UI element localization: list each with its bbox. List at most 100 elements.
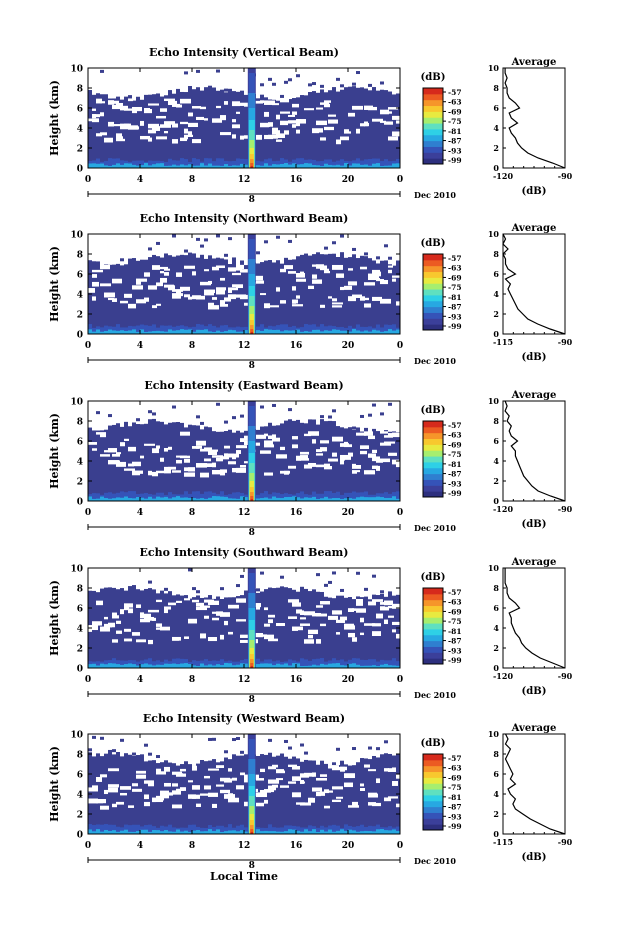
missing-data-cell xyxy=(364,303,371,308)
echo-cell xyxy=(328,663,332,668)
echo-cell xyxy=(176,330,180,334)
echo-cell xyxy=(220,825,224,834)
missing-data-cell xyxy=(308,634,313,639)
panel-5: Echo Intensity (Westward Beam)0246810Hei… xyxy=(48,712,573,883)
echo-cell xyxy=(196,329,200,334)
missing-data-cell xyxy=(176,104,182,108)
echo-cell xyxy=(250,329,254,334)
echo-cell xyxy=(260,571,264,575)
echo-cell xyxy=(120,738,124,742)
colorbar-segment xyxy=(423,450,443,457)
echo-cell xyxy=(264,329,268,334)
missing-data-cell xyxy=(136,774,146,779)
echo-cell xyxy=(352,426,356,430)
missing-data-cell xyxy=(164,272,169,276)
echo-cell xyxy=(196,498,200,501)
missing-data-cell xyxy=(220,234,224,259)
average-y-tick-label: 4 xyxy=(493,123,499,133)
x-tick-label: 4 xyxy=(137,508,143,518)
echo-cell xyxy=(368,831,372,834)
colorbar-segment xyxy=(423,605,443,612)
missing-data-cell xyxy=(240,68,244,91)
missing-data-cell xyxy=(280,446,285,451)
missing-data-cell xyxy=(116,460,120,464)
echo-cell xyxy=(384,165,388,168)
missing-data-cell xyxy=(352,464,361,469)
missing-data-cell xyxy=(292,299,298,304)
echo-cell xyxy=(108,165,112,168)
colorbar-unit: (dB) xyxy=(421,72,446,83)
echo-cell xyxy=(324,330,328,334)
missing-data-cell xyxy=(360,568,364,598)
missing-data-cell xyxy=(104,401,108,430)
echo-cell xyxy=(176,165,180,168)
missing-data-cell xyxy=(196,568,200,596)
missing-data-cell xyxy=(228,294,236,300)
missing-data-cell xyxy=(240,772,245,776)
missing-data-cell xyxy=(388,615,394,618)
colorbar: -57-63-69-75-81-87-93-99 xyxy=(422,420,462,498)
echo-cell xyxy=(288,659,292,668)
missing-data-cell xyxy=(108,234,112,265)
echo-cell xyxy=(120,491,124,501)
missing-data-cell xyxy=(116,452,121,455)
echo-cell xyxy=(368,331,372,334)
echo-cell xyxy=(216,664,220,668)
x-tick-label: 16 xyxy=(290,675,303,685)
echo-cell xyxy=(112,330,116,334)
missing-data-cell xyxy=(216,401,220,432)
missing-data-cell xyxy=(144,234,148,260)
echo-cell xyxy=(272,329,276,334)
missing-data-cell xyxy=(124,734,128,754)
missing-data-cell xyxy=(240,568,244,596)
echo-cell xyxy=(108,749,112,753)
missing-data-cell xyxy=(308,431,319,436)
missing-data-cell xyxy=(396,568,400,595)
missing-data-cell xyxy=(112,298,117,302)
echo-cell xyxy=(116,826,120,834)
echo-cell xyxy=(348,331,352,334)
echo-cell xyxy=(328,330,332,334)
missing-data-cell xyxy=(384,768,389,772)
missing-data-cell xyxy=(392,781,398,786)
missing-data-cell xyxy=(216,265,225,269)
missing-data-cell xyxy=(320,102,329,105)
missing-data-cell xyxy=(212,611,218,614)
echo-cell xyxy=(396,163,400,168)
echo-cell xyxy=(148,325,152,334)
missing-data-cell xyxy=(344,234,348,258)
missing-data-cell xyxy=(388,234,392,265)
echo-cell xyxy=(376,665,380,668)
echo-cell xyxy=(268,165,272,168)
missing-data-cell xyxy=(344,285,352,290)
missing-data-cell xyxy=(168,100,177,106)
missing-data-cell xyxy=(324,126,334,131)
missing-data-cell xyxy=(280,234,284,264)
missing-data-cell xyxy=(164,466,168,471)
y-tick-label: 8 xyxy=(77,418,83,428)
missing-data-cell xyxy=(300,781,305,784)
missing-data-cell xyxy=(132,783,138,787)
missing-data-cell xyxy=(92,785,98,789)
colorbar-tick-label: -87 xyxy=(448,303,462,312)
echo-cell xyxy=(256,588,260,592)
echo-cell xyxy=(280,494,284,501)
echo-cell xyxy=(240,327,244,334)
missing-data-cell xyxy=(292,776,301,781)
echo-cell xyxy=(108,824,112,834)
missing-data-cell xyxy=(364,734,368,761)
missing-data-cell xyxy=(356,128,360,134)
missing-data-cell xyxy=(208,792,218,797)
echo-cell xyxy=(140,829,144,834)
echo-cell xyxy=(140,754,144,758)
echo-cell xyxy=(296,74,300,78)
echo-cell xyxy=(352,830,356,834)
echo-cell xyxy=(220,325,224,334)
echo-cell xyxy=(272,496,276,501)
echo-cell xyxy=(296,497,300,501)
missing-data-cell xyxy=(364,282,375,286)
y-tick-label: 10 xyxy=(70,731,83,741)
missing-data-cell xyxy=(124,605,129,611)
echo-cell xyxy=(184,830,188,834)
echo-cell xyxy=(228,88,232,92)
